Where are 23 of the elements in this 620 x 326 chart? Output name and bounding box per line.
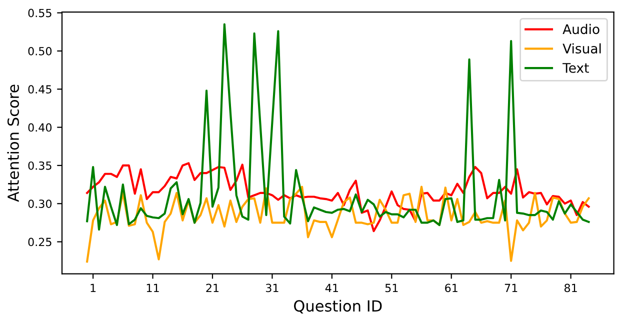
x-tick-label: 61	[445, 284, 458, 292]
x-tick-label: 71	[504, 284, 518, 292]
x-tick-label: 81	[564, 284, 577, 292]
y-tick-label: 0.40	[28, 123, 52, 132]
x-tick-label: 41	[325, 284, 338, 292]
y-tick-label: 0.50	[28, 46, 52, 56]
x-tick-label: 1	[90, 284, 96, 292]
x-axis-title: Question ID	[294, 300, 382, 314]
line-series	[86, 186, 590, 263]
y-tick-label: 0.45	[28, 85, 52, 94]
x-tick-label: 31	[266, 284, 278, 292]
line-series	[86, 162, 590, 232]
x-tick-label: 21	[206, 284, 219, 292]
y-tick-label: 0.30	[28, 200, 52, 208]
y-tick-label: 0.25	[28, 238, 52, 246]
y-axis-title: Attention Score	[7, 84, 20, 202]
x-tick-label: 51	[385, 284, 398, 292]
legend-label: Visual	[562, 43, 601, 54]
legend-label: Text	[562, 63, 589, 73]
y-tick-label: 0.55	[28, 8, 52, 18]
x-tick-label: 11	[146, 284, 159, 292]
legend-label: Audio	[562, 24, 600, 34]
y-tick-label: 0.35	[28, 161, 52, 170]
